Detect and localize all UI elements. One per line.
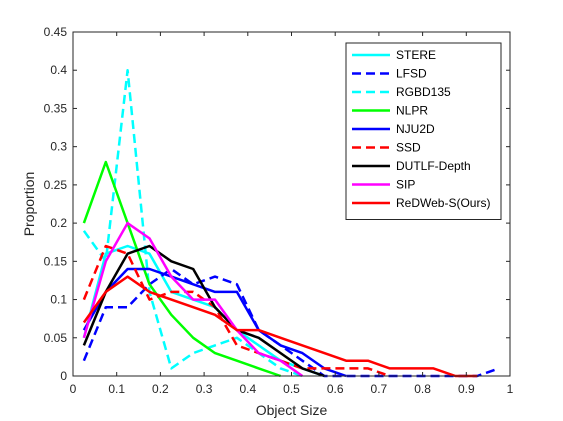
series-line-nlpr — [82, 160, 282, 378]
legend-entry-ssd: SSD — [396, 141, 421, 155]
y-tick-label: 0.15 — [44, 254, 68, 268]
x-tick-label: 0.1 — [108, 382, 125, 396]
legend-entry-redweb-s-ours: ReDWeb-S(Ours) — [396, 196, 490, 210]
x-tick-label: 0 — [70, 382, 77, 396]
y-tick-label: 0.05 — [44, 331, 68, 345]
y-tick-label: 0.25 — [44, 178, 68, 192]
series-line-nju2d — [82, 267, 347, 378]
x-tick-label: 0.3 — [196, 382, 213, 396]
plot-lines — [82, 68, 500, 378]
x-tick-label: 0.2 — [152, 382, 169, 396]
legend-entry-nju2d: NJU2D — [396, 122, 435, 136]
legend: STERE LFSD RGBD135 NLPR NJU2D SSD DUTLF-Depth S… — [345, 42, 502, 220]
x-tick-label: 0.5 — [283, 382, 300, 396]
y-axis: 0 0.05 0.1 0.15 0.2 0.25 0.3 0.35 0.4 0.45 — [44, 25, 510, 383]
y-tick-label: 0.2 — [50, 216, 67, 230]
series-line-sip — [82, 221, 304, 378]
x-axis: 0 0.1 0.2 0.3 0.4 0.5 0.6 0.7 0.8 0.9 1 — [70, 32, 514, 396]
y-tick-label: 0 — [60, 369, 67, 383]
legend-entry-stere: STERE — [396, 48, 436, 62]
x-tick-label: 0.9 — [458, 382, 475, 396]
y-tick-label: 0.3 — [50, 140, 67, 154]
y-tick-label: 0.35 — [44, 101, 68, 115]
x-tick-label: 0.8 — [414, 382, 431, 396]
x-tick-label: 1 — [507, 382, 514, 396]
x-tick-label: 0.7 — [371, 382, 388, 396]
legend-entry-rgbd135: RGBD135 — [396, 85, 451, 99]
legend-entry-lfsd: LFSD — [396, 67, 427, 81]
legend-entry-dutlf-depth: DUTLF-Depth — [396, 159, 471, 173]
y-tick-label: 0.1 — [50, 293, 67, 307]
series-line-redweb-s-ours — [82, 275, 478, 378]
y-axis-label: Proportion — [21, 172, 37, 237]
legend-entry-sip: SIP — [396, 178, 415, 192]
legend-entry-nlpr: NLPR — [396, 104, 428, 118]
series-line-dutlf-depth — [82, 244, 325, 378]
y-tick-label: 0.45 — [44, 25, 68, 39]
series-line-ssd — [82, 244, 391, 378]
x-tick-label: 0.6 — [327, 382, 344, 396]
x-axis-label: Object Size — [256, 402, 328, 418]
x-tick-label: 0.4 — [239, 382, 256, 396]
y-tick-label: 0.4 — [50, 63, 67, 77]
series-line-lfsd — [82, 267, 500, 378]
